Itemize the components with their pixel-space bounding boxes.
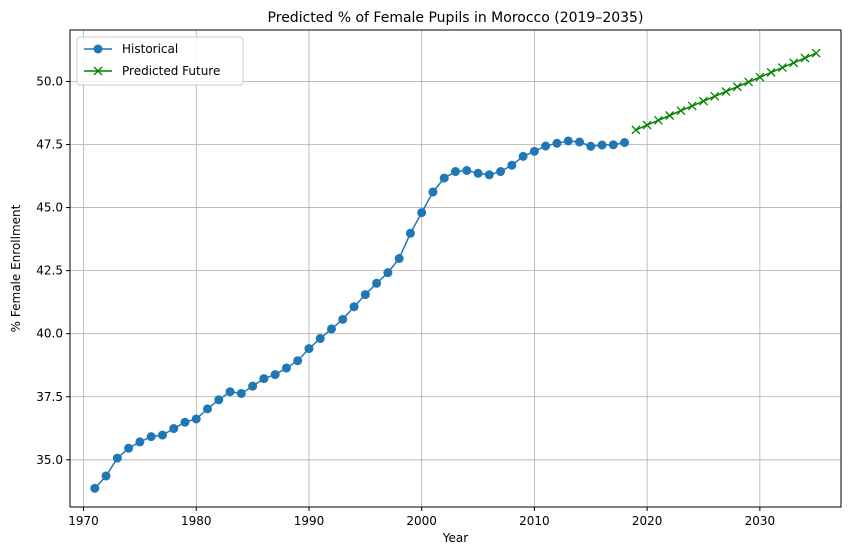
x-tick-label: 2020 <box>632 514 663 528</box>
y-tick-label: 47.5 <box>36 138 63 152</box>
data-point <box>777 63 787 73</box>
data-point <box>191 414 201 424</box>
data-point <box>811 48 821 58</box>
chart-title: Predicted % of Female Pupils in Morocco … <box>268 10 644 26</box>
x-tick-label: 2000 <box>406 514 437 528</box>
data-point <box>112 453 122 463</box>
data-point <box>405 228 415 238</box>
plot-frame <box>69 29 842 508</box>
data-point <box>146 432 156 442</box>
data-point <box>180 417 190 427</box>
data-point <box>281 363 291 373</box>
data-point <box>552 138 562 148</box>
data-point <box>169 424 179 434</box>
data-point <box>789 58 799 68</box>
legend-marker-historical <box>93 44 103 54</box>
data-point <box>518 151 528 161</box>
x-tick-label: 2010 <box>519 514 550 528</box>
x-tick-label: 1970 <box>68 514 99 528</box>
data-point <box>687 101 697 111</box>
legend-marker-predicted <box>93 66 103 76</box>
data-point <box>642 120 652 130</box>
data-point <box>608 140 618 150</box>
data-point <box>327 324 337 334</box>
data-point <box>732 82 742 92</box>
data-point <box>439 173 449 183</box>
data-point <box>676 106 686 116</box>
series-layer <box>90 48 821 493</box>
x-tick-label: 2030 <box>745 514 776 528</box>
data-point <box>451 167 460 177</box>
data-point <box>372 278 382 288</box>
data-point <box>529 146 539 156</box>
data-point <box>338 314 348 324</box>
data-point <box>214 395 224 405</box>
legend-label-predicted: Predicted Future <box>122 64 220 78</box>
data-point <box>541 141 551 151</box>
y-tick-label: 40.0 <box>36 327 63 341</box>
data-point <box>315 333 325 343</box>
data-point <box>157 430 167 440</box>
data-point <box>721 87 731 97</box>
data-point <box>755 72 765 82</box>
data-point <box>597 140 607 150</box>
data-point <box>90 483 100 493</box>
legend: Historical Predicted Future <box>76 36 244 86</box>
data-point <box>360 290 370 300</box>
data-point <box>462 166 472 176</box>
data-point <box>417 208 427 218</box>
data-point <box>225 387 235 397</box>
data-point <box>586 141 596 151</box>
data-point <box>124 443 134 453</box>
data-point <box>563 136 573 146</box>
data-point <box>631 125 641 135</box>
data-point <box>699 96 708 106</box>
x-tick-label: 1980 <box>181 514 212 528</box>
y-tick-label: 42.5 <box>36 264 63 278</box>
grid <box>70 30 841 507</box>
data-point <box>473 168 483 178</box>
y-tick-label: 35.0 <box>36 453 63 467</box>
x-axis-label: Year <box>442 531 468 545</box>
legend-label-historical: Historical <box>122 42 178 56</box>
legend-box <box>76 36 244 86</box>
data-point <box>574 137 584 147</box>
data-point <box>766 67 776 77</box>
data-point <box>665 111 675 120</box>
data-point <box>800 53 810 63</box>
y-tick-label: 50.0 <box>36 74 63 88</box>
ticks: 1970 1980 1990 2000 2010 2020 2030 35.0 37.5 40.0… <box>36 74 775 528</box>
data-point <box>304 344 314 354</box>
y-axis-label: % Female Enrollment <box>9 204 23 332</box>
data-point <box>270 370 280 380</box>
data-point <box>620 138 630 148</box>
data-point <box>236 388 246 398</box>
data-point <box>203 404 213 414</box>
data-point <box>293 356 303 366</box>
data-point <box>496 167 506 177</box>
data-point <box>428 187 438 197</box>
data-point <box>744 77 754 87</box>
data-point <box>383 268 393 278</box>
y-tick-label: 45.0 <box>36 201 63 215</box>
data-point <box>394 254 404 264</box>
data-point <box>484 170 494 180</box>
y-tick-label: 37.5 <box>36 390 63 404</box>
data-point <box>135 437 145 447</box>
data-point <box>710 91 720 101</box>
data-point <box>248 381 258 391</box>
x-tick-label: 1990 <box>294 514 325 528</box>
data-point <box>101 471 111 481</box>
data-point <box>507 160 517 170</box>
data-point <box>349 302 359 312</box>
data-point <box>259 374 269 384</box>
data-point <box>653 115 663 125</box>
